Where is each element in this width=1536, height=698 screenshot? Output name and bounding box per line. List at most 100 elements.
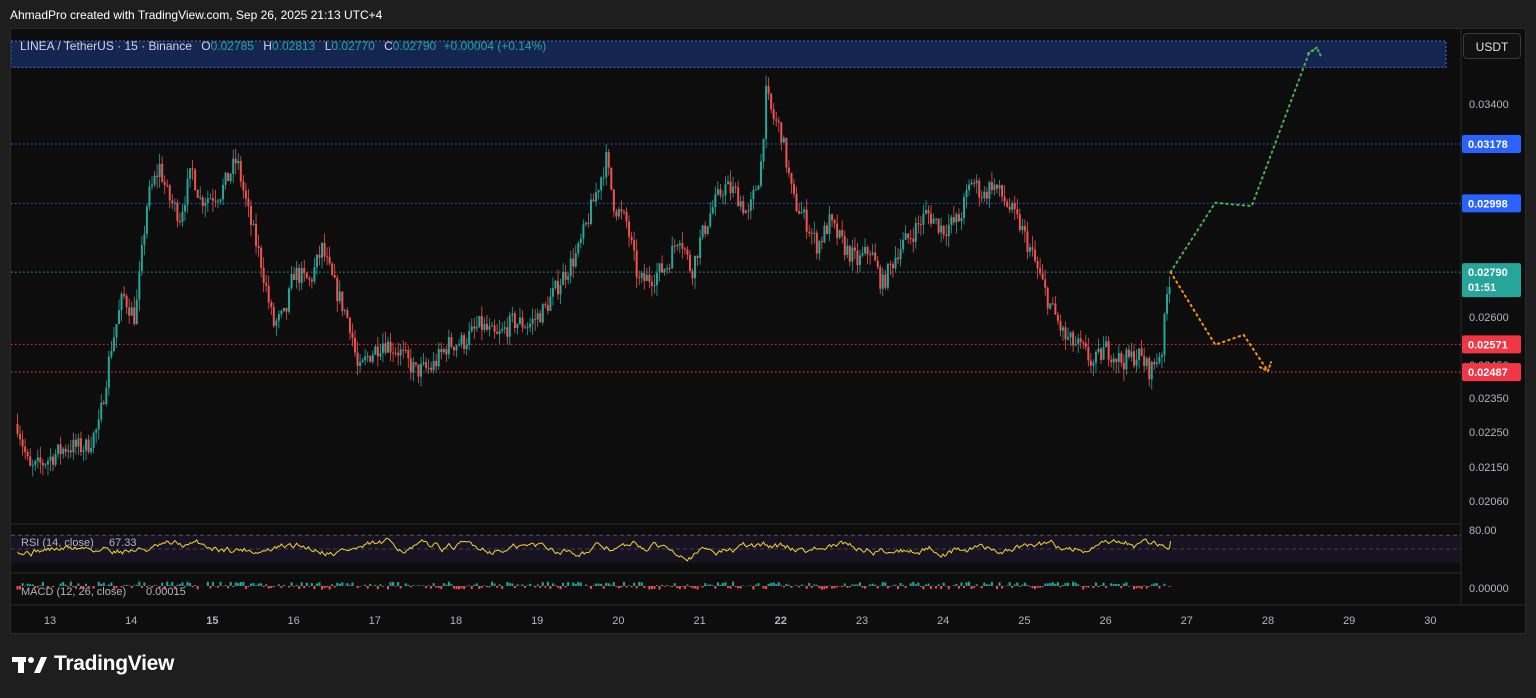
macd-histogram-bar: [1141, 586, 1143, 589]
macd-histogram-bar: [1057, 582, 1059, 586]
macd-histogram-bar: [448, 582, 450, 586]
macd-histogram-bar: [268, 586, 270, 589]
candle-body: [440, 349, 442, 352]
macd-histogram-bar: [653, 586, 655, 589]
candle-body: [1153, 362, 1155, 364]
macd-histogram-bar: [841, 586, 843, 587]
candle-body: [70, 450, 72, 452]
candle-body: [227, 173, 229, 181]
macd-histogram-bar: [349, 585, 351, 586]
macd-histogram-bar: [854, 585, 856, 586]
chart-panel[interactable]: 0.034000.033000.026000.024500.023500.022…: [10, 28, 1526, 634]
currency-button[interactable]: USDT: [1463, 33, 1521, 59]
candle-body: [19, 434, 21, 439]
x-tick-label: 13: [44, 615, 56, 627]
candle-body: [915, 223, 917, 242]
symbol-legend: LINEA / TetherUS · 15 · Binance O0.02785…: [20, 39, 546, 53]
candle-body: [829, 214, 831, 234]
macd-histogram-bar: [1065, 583, 1067, 586]
tradingview-logo[interactable]: TradingView: [12, 652, 174, 676]
candle-body: [656, 273, 658, 285]
candle-body: [407, 350, 409, 358]
macd-histogram-bar: [846, 586, 848, 588]
candle-body: [1108, 341, 1110, 359]
macd-histogram-bar: [255, 585, 257, 586]
candle-body: [1097, 349, 1099, 352]
macd-histogram-bar: [334, 586, 336, 587]
candle-body: [631, 237, 633, 241]
macd-histogram-bar: [511, 584, 513, 586]
macd-histogram-bar: [189, 583, 191, 586]
price-level-value: 0.02487: [1468, 367, 1508, 379]
candle-body: [1087, 347, 1089, 360]
macd-histogram-bar: [648, 586, 650, 589]
candle-body: [1026, 231, 1028, 251]
candle-body: [483, 324, 485, 330]
open-key: O: [201, 39, 210, 53]
macd-histogram-bar: [823, 586, 825, 589]
candle-body: [587, 223, 589, 224]
macd-histogram-bar: [1006, 585, 1008, 586]
candle-body: [610, 168, 612, 190]
candle-body: [1072, 332, 1074, 345]
macd-histogram-bar: [610, 585, 612, 586]
candle-body: [331, 264, 333, 275]
candle-body: [882, 275, 884, 289]
candle-body: [689, 255, 691, 271]
candle-body: [780, 122, 782, 142]
bearish-forecast-path[interactable]: [1171, 272, 1268, 371]
candle-body: [1049, 303, 1051, 308]
candle-body: [902, 240, 904, 249]
macd-histogram-bar: [240, 582, 242, 586]
candle-body: [971, 183, 973, 185]
macd-histogram-bar: [374, 585, 376, 586]
macd-histogram-bar: [468, 585, 470, 586]
candle-body: [88, 440, 90, 453]
macd-histogram-bar: [1049, 583, 1051, 586]
candle-body: [659, 263, 661, 272]
candle-body: [717, 189, 719, 194]
price-chart[interactable]: 0.034000.033000.026000.024500.023500.022…: [11, 29, 1525, 633]
candle-body: [39, 457, 41, 462]
macd-histogram-bar: [608, 583, 610, 586]
candle-body: [874, 253, 876, 261]
candle-body: [1133, 351, 1135, 365]
macd-histogram-bar: [585, 585, 587, 586]
candle-body: [702, 225, 704, 237]
macd-histogram-bar: [438, 586, 440, 588]
candle-body: [143, 234, 145, 245]
candle-body: [806, 210, 808, 232]
candle-body: [1054, 304, 1056, 315]
candle-body: [577, 243, 579, 253]
macd-histogram-bar: [331, 584, 333, 586]
candle-body: [85, 440, 87, 451]
y-tick-label: 0.02250: [1469, 427, 1509, 439]
macd-histogram-bar: [1136, 586, 1138, 588]
candle-body: [1059, 321, 1061, 330]
x-tick-label: 26: [1099, 615, 1111, 627]
macd-histogram-bar: [709, 584, 711, 586]
macd-histogram-bar: [247, 586, 249, 587]
macd-histogram-bar: [288, 586, 290, 587]
candle-body: [978, 181, 980, 198]
bullish-forecast-path[interactable]: [1171, 48, 1317, 272]
x-tick-label: 28: [1262, 615, 1274, 627]
y-tick-label: 0.02600: [1469, 312, 1509, 324]
candle-body: [524, 327, 526, 328]
macd-histogram-bar: [727, 586, 729, 588]
candle-body: [976, 181, 978, 184]
macd-histogram-bar: [902, 585, 904, 586]
candle-body: [265, 283, 267, 286]
macd-histogram-bar: [1105, 586, 1107, 588]
macd-histogram-bar: [565, 586, 567, 587]
macd-histogram-bar: [676, 586, 678, 588]
candle-body: [291, 274, 293, 288]
candle-body: [50, 457, 52, 461]
macd-histogram-bar: [494, 584, 496, 586]
macd-histogram-bar: [529, 584, 531, 586]
candle-body: [529, 324, 531, 327]
macd-histogram-bar: [1110, 583, 1112, 586]
macd-histogram-bar: [999, 582, 1001, 586]
macd-histogram-bar: [755, 585, 757, 586]
candle-body: [704, 225, 706, 233]
